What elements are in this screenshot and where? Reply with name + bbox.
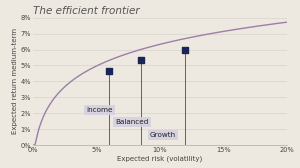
Point: [139, 59, 143, 61]
Text: Balanced: Balanced: [116, 119, 149, 125]
Point: [183, 48, 188, 51]
Text: Growth: Growth: [150, 132, 176, 138]
Point: [107, 70, 112, 72]
Text: The efficient frontier: The efficient frontier: [33, 6, 140, 16]
X-axis label: Expected risk (volatility): Expected risk (volatility): [117, 156, 202, 162]
Y-axis label: Expected return medium-term: Expected return medium-term: [12, 28, 18, 134]
Text: Income: Income: [86, 108, 113, 113]
